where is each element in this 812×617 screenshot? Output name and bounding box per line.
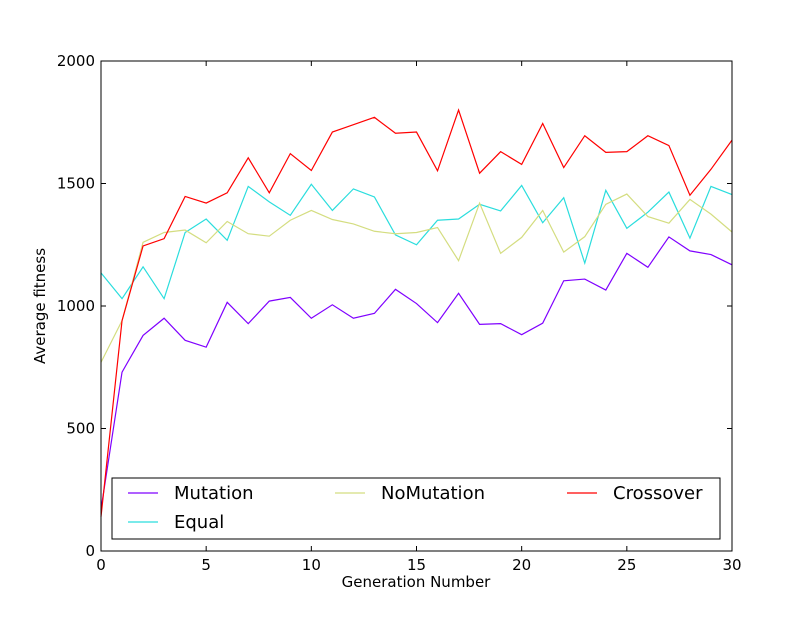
x-axis-label: Generation Number xyxy=(342,573,492,591)
legend-label-equal: Equal xyxy=(174,512,224,533)
legend-label-mutation: Mutation xyxy=(174,483,254,504)
legend-label-nomutation: NoMutation xyxy=(381,483,485,504)
x-tick-label: 15 xyxy=(407,556,426,574)
x-tick-label: 25 xyxy=(617,556,636,574)
series-line-equal xyxy=(100,183,733,301)
series-line-crossover xyxy=(100,108,733,517)
legend-label-crossover: Crossover xyxy=(613,483,703,504)
y-axis-label: Average fitness xyxy=(31,248,49,364)
x-tick-label: 5 xyxy=(201,556,211,574)
x-tick-label: 0 xyxy=(96,556,106,574)
y-tick-label: 1000 xyxy=(57,297,95,315)
series-line-nomutation xyxy=(100,193,733,363)
plot-area xyxy=(101,61,732,551)
ticks-layer: 0 5 10 15 20 25 30 0 500 1000 1500 2000 xyxy=(57,52,742,574)
y-tick-label: 1500 xyxy=(57,175,95,193)
legend-box xyxy=(111,477,721,540)
x-tick-label: 20 xyxy=(512,556,531,574)
y-tick-label: 0 xyxy=(85,542,95,560)
series-line-mutation xyxy=(100,236,733,510)
y-tick-label: 2000 xyxy=(57,52,95,70)
x-tick-label: 10 xyxy=(302,556,321,574)
series-layer xyxy=(100,108,733,517)
plot-frame xyxy=(100,60,733,552)
y-tick-label: 500 xyxy=(66,420,95,438)
x-tick-label: 30 xyxy=(722,556,741,574)
legend: Mutation Equal NoMutation Crossover xyxy=(111,477,721,540)
